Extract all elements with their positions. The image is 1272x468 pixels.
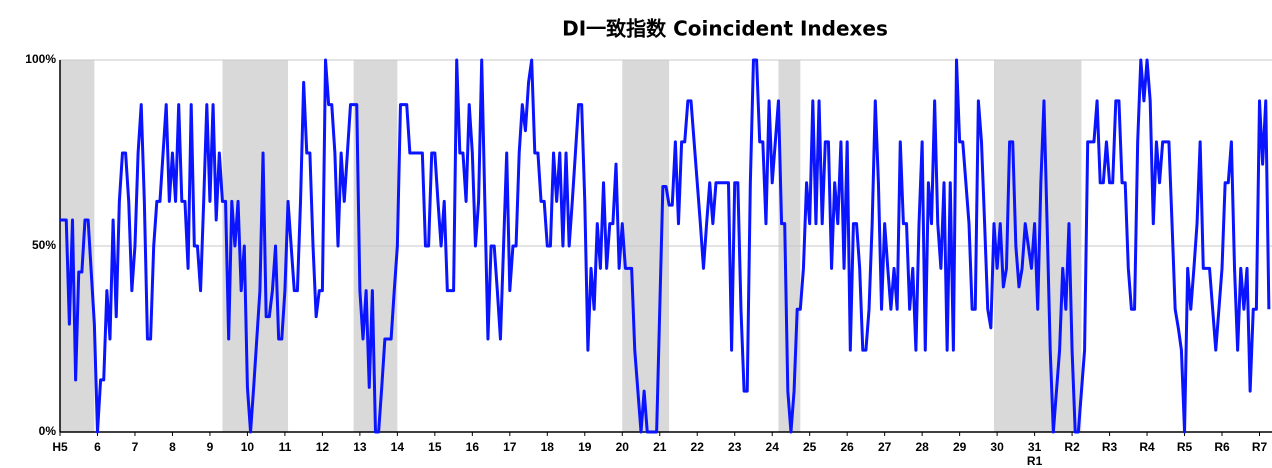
x-tick-label: 23: [728, 440, 742, 454]
chart-title: DI一致指数 Coincident Indexes: [562, 17, 888, 41]
x-tick-label: 14: [391, 440, 405, 454]
x-tick-label: 6: [94, 440, 101, 454]
y-tick-label: 0%: [39, 424, 57, 438]
x-tick-label: 27: [878, 440, 892, 454]
x-tick-label: 24: [766, 440, 780, 454]
y-tick-label: 50%: [32, 238, 56, 252]
x-tick-label: 18: [541, 440, 555, 454]
x-tick-label: 11: [279, 440, 292, 454]
x-tick-label: R6: [1214, 440, 1230, 454]
x-tick-label: 29: [953, 440, 967, 454]
x-tick-label: 30: [990, 440, 1004, 454]
x-tick-label: 22: [691, 440, 705, 454]
x-tick-label: 16: [466, 440, 480, 454]
x-tick-label: R7: [1252, 440, 1268, 454]
x-tick-label: 13: [353, 440, 367, 454]
x-tick-label: 7: [132, 440, 139, 454]
x-tick-label: 9: [207, 440, 214, 454]
x-tick-label: 12: [316, 440, 330, 454]
y-tick-label: 100%: [25, 52, 56, 66]
x-tick-label: 26: [840, 440, 854, 454]
era-label: R1: [1027, 454, 1043, 468]
x-tick-label: 19: [578, 440, 592, 454]
data-line: [60, 58, 1271, 434]
x-tick-label: 17: [503, 440, 517, 454]
x-tick-label: 25: [803, 440, 817, 454]
x-tick-label: R3: [1102, 440, 1118, 454]
x-tick-label: H5: [52, 440, 68, 454]
x-tick-label: R5: [1177, 440, 1193, 454]
x-tick-label: 8: [169, 440, 176, 454]
x-tick-label: 20: [616, 440, 630, 454]
x-tick-label: 31: [1028, 440, 1042, 454]
x-tick-label: 28: [915, 440, 929, 454]
x-tick-label: 21: [653, 440, 667, 454]
x-tick-label: R4: [1139, 440, 1155, 454]
x-tick-label: R2: [1064, 440, 1080, 454]
x-tick-label: 10: [241, 440, 255, 454]
x-tick-label: 15: [428, 440, 442, 454]
